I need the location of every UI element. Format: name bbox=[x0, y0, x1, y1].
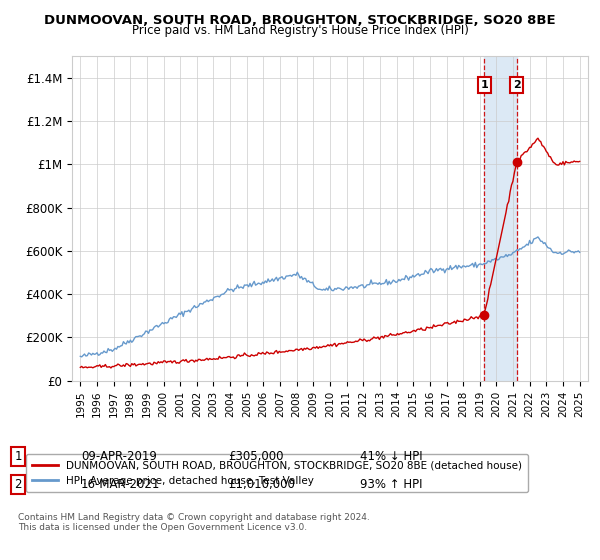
Text: 2: 2 bbox=[513, 80, 520, 90]
Text: This data is licensed under the Open Government Licence v3.0.: This data is licensed under the Open Gov… bbox=[18, 523, 307, 532]
Text: DUNMOOVAN, SOUTH ROAD, BROUGHTON, STOCKBRIDGE, SO20 8BE: DUNMOOVAN, SOUTH ROAD, BROUGHTON, STOCKB… bbox=[44, 14, 556, 27]
Text: 41% ↓ HPI: 41% ↓ HPI bbox=[360, 450, 422, 463]
Text: Contains HM Land Registry data © Crown copyright and database right 2024.: Contains HM Land Registry data © Crown c… bbox=[18, 513, 370, 522]
Text: 1: 1 bbox=[14, 450, 22, 463]
Legend: DUNMOOVAN, SOUTH ROAD, BROUGHTON, STOCKBRIDGE, SO20 8BE (detached house), HPI: A: DUNMOOVAN, SOUTH ROAD, BROUGHTON, STOCKB… bbox=[26, 454, 529, 492]
Text: £1,010,000: £1,010,000 bbox=[228, 478, 295, 491]
Bar bbox=[484, 56, 517, 381]
Text: 1: 1 bbox=[481, 80, 488, 90]
Text: £305,000: £305,000 bbox=[228, 450, 284, 463]
Text: 93% ↑ HPI: 93% ↑ HPI bbox=[360, 478, 422, 491]
Text: 2: 2 bbox=[14, 478, 22, 491]
Text: Price paid vs. HM Land Registry's House Price Index (HPI): Price paid vs. HM Land Registry's House … bbox=[131, 24, 469, 37]
Text: 16-MAR-2021: 16-MAR-2021 bbox=[81, 478, 160, 491]
Text: 09-APR-2019: 09-APR-2019 bbox=[81, 450, 157, 463]
